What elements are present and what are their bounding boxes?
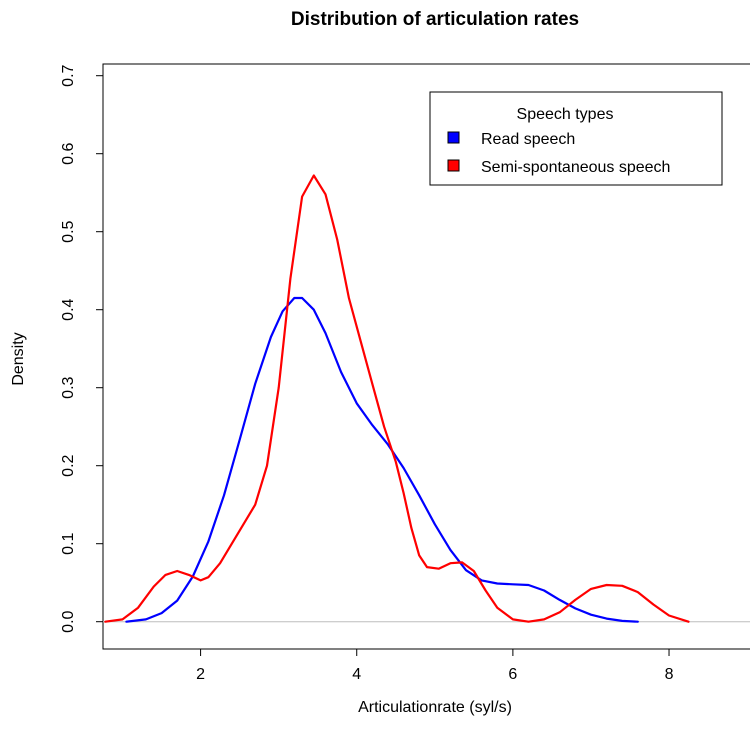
legend-label-read-speech: Read speech xyxy=(481,131,575,148)
y-tick-label: 0.0 xyxy=(60,610,77,632)
x-tick-label: 6 xyxy=(508,666,517,683)
legend: Speech types Read speech Semi-spontaneou… xyxy=(429,91,723,186)
y-tick-label: 0.7 xyxy=(60,64,77,86)
y-tick-label: 0.4 xyxy=(60,298,77,320)
y-tick-label: 0.2 xyxy=(60,454,77,476)
y-tick-label: 0.1 xyxy=(60,532,77,554)
x-axis-label: Articulationrate (syl/s) xyxy=(358,699,512,716)
x-tick-label: 4 xyxy=(352,666,361,683)
legend-box xyxy=(429,91,723,186)
legend-label-semi-spontaneous-speech: Semi-spontaneous speech xyxy=(481,159,670,176)
y-axis-label: Density xyxy=(10,332,27,385)
density-line-semi-spontaneous-speech xyxy=(104,174,690,623)
legend-title: Speech types xyxy=(517,106,614,123)
y-tick-label: 0.3 xyxy=(60,376,77,398)
y-tick-label: 0.5 xyxy=(60,220,77,242)
chart-title: Distribution of articulation rates xyxy=(291,9,579,30)
y-tick-label: 0.6 xyxy=(60,142,77,164)
legend-swatch-read-speech xyxy=(447,131,460,144)
plot-area xyxy=(103,174,750,623)
x-tick-label: 8 xyxy=(665,666,674,683)
y-axis: 0.0 0.1 0.2 0.3 0.4 0.5 0.6 0.7 xyxy=(60,64,104,633)
legend-swatch-semi-spontaneous-speech xyxy=(447,159,460,172)
density-line-read-speech xyxy=(125,296,639,623)
x-tick-label: 2 xyxy=(196,666,205,683)
x-axis: 2 4 6 8 xyxy=(196,648,674,683)
